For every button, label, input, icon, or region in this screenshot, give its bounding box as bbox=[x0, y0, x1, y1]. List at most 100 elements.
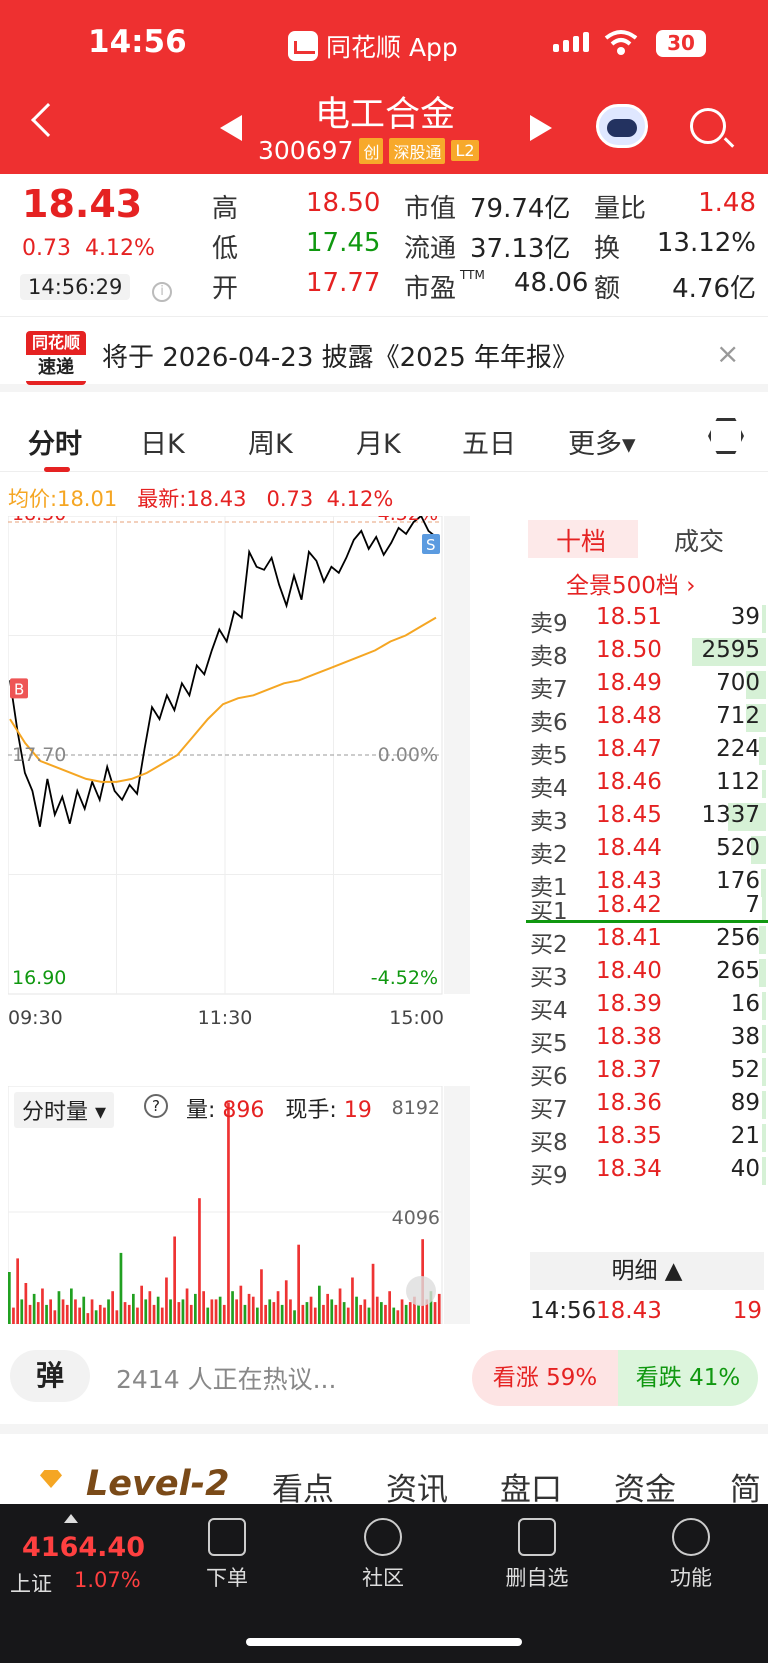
next-stock-icon[interactable] bbox=[530, 115, 552, 141]
report-banner[interactable]: 同花顺 速递 将于 2026-04-23 披露《2025 年年报》 × bbox=[0, 316, 768, 392]
info-icon[interactable]: i bbox=[152, 282, 172, 302]
robot-assistant-icon[interactable] bbox=[596, 104, 648, 148]
settings-icon[interactable] bbox=[708, 418, 744, 454]
volume-bar bbox=[86, 1313, 90, 1324]
volume-bar bbox=[351, 1277, 354, 1324]
discussion-count[interactable]: 2414 人正在热议... bbox=[116, 1365, 337, 1394]
ask-row[interactable]: 卖4 18.46 112 bbox=[530, 767, 766, 802]
tab-day-k[interactable]: 日K bbox=[140, 429, 185, 460]
help-icon[interactable]: ? bbox=[144, 1094, 168, 1118]
tab-underline bbox=[44, 467, 70, 472]
level-price: 18.46 bbox=[596, 769, 662, 795]
nav-community[interactable]: 社区 bbox=[338, 1518, 428, 1592]
volume-bar bbox=[169, 1299, 172, 1324]
back-icon[interactable] bbox=[31, 103, 65, 137]
search-icon[interactable] bbox=[690, 108, 726, 144]
buy-marker-text: B bbox=[14, 680, 24, 698]
chart-tabs: 分时 日K 周K 月K 五日 更多▾ bbox=[0, 400, 768, 472]
ask-row[interactable]: 卖7 18.49 700 bbox=[530, 668, 766, 703]
level-price: 18.37 bbox=[596, 1057, 662, 1083]
signal-icon bbox=[553, 32, 589, 52]
nav-community-label: 社区 bbox=[362, 1566, 404, 1590]
bid-row[interactable]: 买8 18.35 21 bbox=[530, 1121, 766, 1156]
volume-bar bbox=[425, 1299, 429, 1324]
full-depth-link[interactable]: 全景500档 › bbox=[566, 573, 696, 599]
y-label-low: 16.90 bbox=[12, 967, 66, 989]
tag-chuang: 创 bbox=[359, 137, 384, 164]
avg-line-info: 均价:18.01 最新:18.43 0.73 4.12% bbox=[8, 483, 393, 513]
close-icon[interactable]: × bbox=[716, 337, 740, 370]
depth-bar bbox=[759, 737, 766, 765]
volume-selector[interactable]: 分时量 ▾ bbox=[14, 1092, 115, 1128]
ask-row[interactable]: 卖8 18.50 2595 bbox=[530, 635, 766, 670]
intraday-price-chart[interactable]: 18.50 17.70 16.90 4.52% 0.00% -4.52% 09:30 11:3… bbox=[8, 516, 470, 1046]
volume-bar bbox=[239, 1285, 243, 1324]
latest-label: 最新: bbox=[137, 487, 187, 511]
bid-row[interactable]: 买1 18.42 7 bbox=[530, 890, 766, 925]
tab-news[interactable]: 资讯 bbox=[386, 1472, 448, 1508]
level-label: 买4 bbox=[530, 998, 568, 1024]
index-value[interactable]: 4164.40 bbox=[22, 1532, 145, 1563]
sell-marker[interactable] bbox=[422, 534, 440, 554]
bid-row[interactable]: 买7 18.36 89 bbox=[530, 1088, 766, 1123]
volume-chart[interactable]: 8192 4096 bbox=[8, 1086, 470, 1324]
nav-order[interactable]: 下单 bbox=[182, 1518, 272, 1592]
bid-row[interactable]: 买4 18.39 16 bbox=[530, 989, 766, 1024]
tag-l2: L2 bbox=[451, 140, 479, 161]
level-label: 卖3 bbox=[530, 809, 568, 835]
nav-remove-watch[interactable]: 删自选 bbox=[492, 1518, 582, 1592]
depth-bar bbox=[762, 1058, 766, 1086]
chevron-down-icon: ▾ bbox=[95, 1100, 107, 1125]
level-price: 18.39 bbox=[596, 991, 662, 1017]
tab-trades[interactable]: 成交 bbox=[674, 527, 725, 556]
volume-bar bbox=[338, 1288, 342, 1324]
tab-level2[interactable]: Level-2 bbox=[86, 1464, 230, 1504]
volume-bar bbox=[148, 1291, 152, 1324]
volume-panel: 8192 4096 分时量 ▾ ? 量: 896 现手: 19 bbox=[8, 1086, 470, 1324]
expand-icon[interactable] bbox=[406, 1276, 436, 1306]
quote-label: 量比 bbox=[594, 194, 647, 224]
tab-intraday[interactable]: 分时 bbox=[28, 429, 82, 460]
bid-row[interactable]: 买9 18.34 40 bbox=[530, 1154, 766, 1189]
ask-row[interactable]: 卖3 18.45 1337 bbox=[530, 800, 766, 835]
bullish-button[interactable]: 看涨 59% bbox=[472, 1350, 618, 1406]
latest-value: 18.43 bbox=[186, 487, 247, 511]
level-price: 18.45 bbox=[596, 802, 662, 828]
level-volume: 712 bbox=[716, 703, 760, 729]
prev-stock-icon[interactable] bbox=[220, 115, 242, 141]
tab-more[interactable]: 更多▾ bbox=[568, 429, 636, 460]
tab-orderflow[interactable]: 盘口 bbox=[500, 1472, 562, 1508]
volume-bar bbox=[384, 1304, 387, 1324]
tab-five-day[interactable]: 五日 bbox=[462, 429, 516, 460]
detail-toggle[interactable]: 明细 ▲ bbox=[530, 1252, 764, 1290]
tab-brief[interactable]: 简 bbox=[730, 1472, 761, 1508]
tab-week-k[interactable]: 周K bbox=[248, 429, 293, 460]
tab-funds[interactable]: 资金 bbox=[614, 1472, 676, 1508]
ask-row[interactable]: 卖5 18.47 224 bbox=[530, 734, 766, 769]
bid-row[interactable]: 买2 18.41 256 bbox=[530, 923, 766, 958]
ask-row[interactable]: 卖6 18.48 712 bbox=[530, 701, 766, 736]
volume-selector-label: 分时量 bbox=[22, 1100, 89, 1125]
volume-bar bbox=[194, 1293, 197, 1324]
bid-row[interactable]: 买3 18.40 265 bbox=[530, 956, 766, 991]
nav-functions[interactable]: 功能 bbox=[646, 1518, 736, 1592]
level-volume: 520 bbox=[716, 835, 760, 861]
expand-up-icon[interactable] bbox=[64, 1514, 78, 1523]
level-volume: 38 bbox=[730, 1024, 760, 1050]
bid-row[interactable]: 买5 18.38 38 bbox=[530, 1022, 766, 1057]
volume-bar bbox=[45, 1304, 48, 1324]
buy-marker[interactable] bbox=[10, 678, 28, 699]
tab-ten-levels[interactable]: 十档 bbox=[556, 527, 607, 556]
bearish-button[interactable]: 看跌 41% bbox=[618, 1350, 758, 1406]
ask-row[interactable]: 卖2 18.44 520 bbox=[530, 833, 766, 868]
level-label: 买8 bbox=[530, 1130, 568, 1156]
volume-bar bbox=[119, 1252, 123, 1324]
tick-row: 14:56 18.43 19 bbox=[530, 1296, 766, 1330]
ask-row[interactable]: 卖1 18.43 176 bbox=[530, 866, 766, 901]
danmaku-button[interactable]: 弹 bbox=[10, 1350, 90, 1402]
level-price: 18.44 bbox=[596, 835, 662, 861]
tab-highlights[interactable]: 看点 bbox=[272, 1472, 334, 1508]
ask-row[interactable]: 卖9 18.51 39 bbox=[530, 602, 766, 637]
tab-month-k[interactable]: 月K bbox=[356, 429, 401, 460]
bid-row[interactable]: 买6 18.37 52 bbox=[530, 1055, 766, 1090]
